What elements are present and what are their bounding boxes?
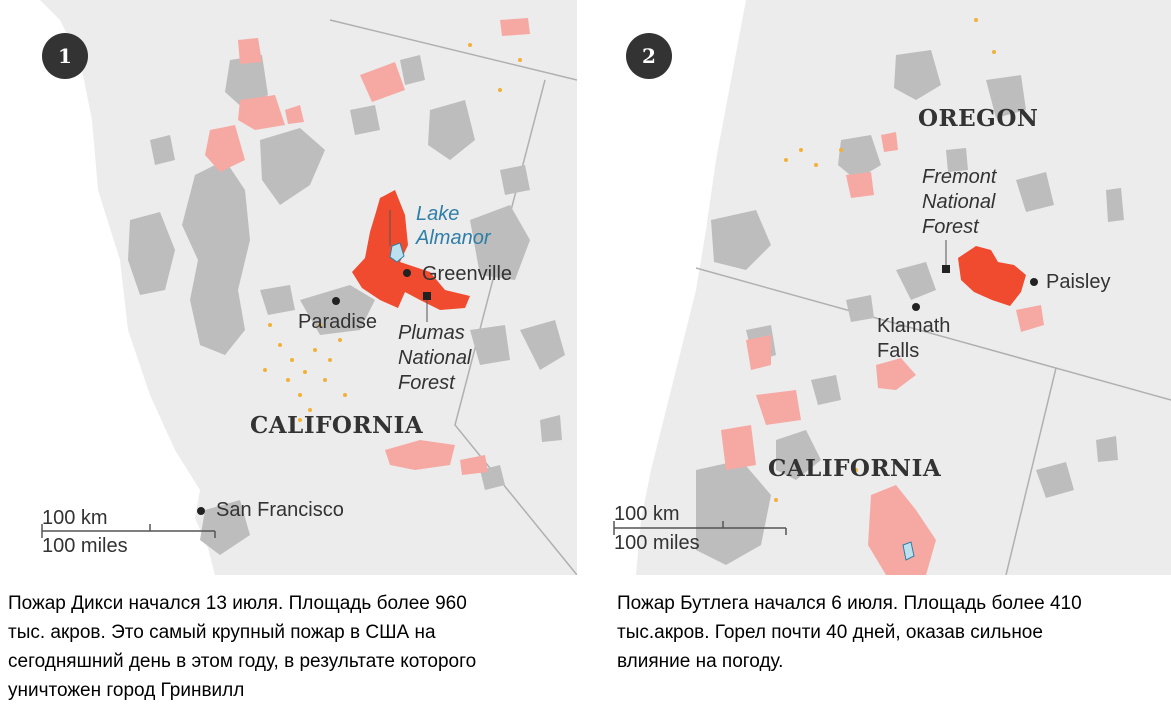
plumas-forest-marker bbox=[423, 292, 431, 300]
caption-bootleg-fire: Пожар Бутлега начался 6 июля. Площадь бо… bbox=[617, 593, 1082, 672]
state-border-nevada bbox=[1005, 367, 1057, 575]
past-fires bbox=[721, 132, 1044, 575]
state-border-nevada bbox=[454, 79, 577, 575]
map2-canvas bbox=[596, 0, 1171, 575]
san-francisco-label: San Francisco bbox=[216, 499, 344, 521]
land-area bbox=[636, 0, 1171, 575]
plumas-forest-label: Plumas National Forest bbox=[398, 322, 472, 394]
klamath-falls-marker bbox=[912, 303, 920, 311]
scale-km-label: 100 km bbox=[42, 507, 108, 529]
small-fire-dots bbox=[774, 18, 996, 502]
map-panel-dixie: 1 Lake Almanor Greenville Paradise Pluma… bbox=[0, 0, 577, 575]
map-number-badge: 1 bbox=[42, 33, 88, 79]
lake-almanor-label: Lake Almanor bbox=[416, 203, 491, 249]
dixie-fire-perimeter bbox=[352, 190, 470, 310]
greenville-marker bbox=[403, 269, 411, 277]
state-border-or-ca bbox=[695, 267, 1171, 401]
burned-areas bbox=[128, 55, 565, 555]
oregon-label: OREGON bbox=[918, 105, 1039, 132]
map-panel-bootleg: 2 OREGON Fremont National Forest Paisley… bbox=[596, 0, 1171, 575]
past-fires bbox=[205, 18, 530, 475]
scale-bar-1 bbox=[41, 524, 216, 538]
greenville-label: Greenville bbox=[422, 263, 513, 285]
burned-areas bbox=[696, 50, 1124, 565]
fremont-forest-label: Fremont National Forest bbox=[922, 166, 997, 238]
paisley-label: Paisley bbox=[1046, 271, 1111, 293]
state-border-north bbox=[329, 19, 577, 81]
bootleg-fire-perimeter bbox=[958, 246, 1026, 306]
california-label: CALIFORNIA bbox=[250, 412, 424, 439]
lake-almanor-shape bbox=[389, 242, 405, 263]
small-fire-dots bbox=[263, 43, 522, 422]
san-francisco-marker bbox=[197, 507, 205, 515]
map1-canvas bbox=[0, 0, 577, 575]
paradise-label: Paradise bbox=[298, 311, 377, 333]
scale-km-label: 100 km bbox=[614, 503, 680, 525]
scale-miles-label: 100 miles bbox=[614, 532, 700, 554]
map-number-badge: 2 bbox=[626, 33, 672, 79]
caption-dixie-fire: Пожар Дикси начался 13 июля. Площадь бол… bbox=[8, 593, 477, 701]
scale-bar-2 bbox=[613, 521, 787, 535]
lake-shape bbox=[902, 541, 915, 561]
scale-miles-label: 100 miles bbox=[42, 535, 128, 557]
klamath-falls-label: Klamath Falls bbox=[877, 315, 951, 362]
california-label: CALIFORNIA bbox=[768, 455, 942, 482]
fremont-forest-marker bbox=[942, 265, 950, 273]
paisley-marker bbox=[1030, 278, 1038, 286]
paradise-marker bbox=[332, 297, 340, 305]
